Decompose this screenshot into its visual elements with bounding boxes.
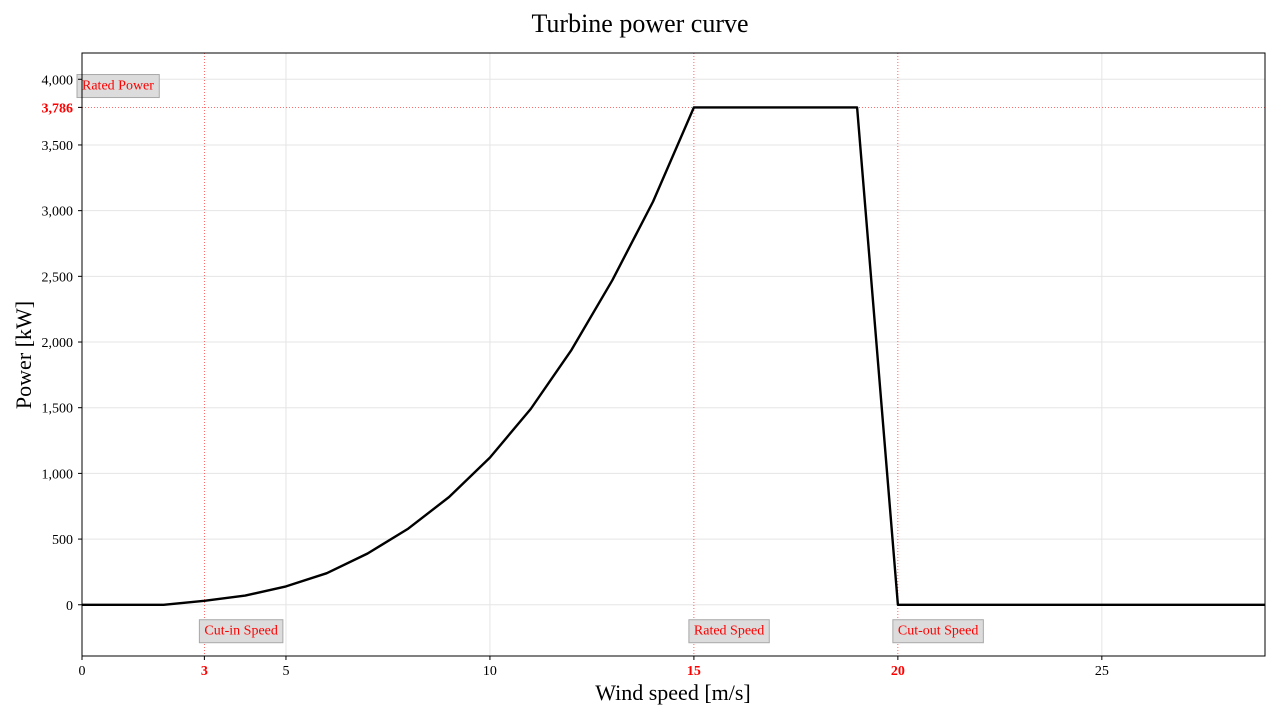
y-tick-label: 0 — [66, 599, 73, 614]
x-tick-label: 15 — [687, 664, 701, 679]
y-tick-label: 3,500 — [42, 139, 74, 154]
y-tick-label: 4,000 — [42, 73, 74, 88]
annotation-text: Rated Power — [82, 79, 154, 94]
x-tick-label: 20 — [891, 664, 905, 679]
y-tick-label: 3,786 — [42, 101, 74, 116]
annotation-box — [892, 619, 984, 644]
y-tick-label: 1,500 — [42, 402, 74, 417]
y-tick-label: 3,000 — [42, 205, 74, 220]
annotation-box — [198, 619, 284, 644]
grid-lines — [81, 53, 1265, 656]
y-axis-label: Power [kW] — [11, 301, 36, 409]
reference-lines — [82, 53, 1265, 656]
x-tick-label: 3 — [201, 664, 208, 679]
chart-title: Turbine power curve — [531, 9, 748, 38]
annotation-text: Cut-out Speed — [898, 624, 979, 639]
annotation-box — [688, 619, 770, 644]
series-layer — [82, 106, 1265, 606]
axis-ticks: 0 3 5 10 15 20 25 0 500 1,000 1,500 2,000 2,500 3,000… — [42, 73, 1109, 679]
power-curve-line — [82, 106, 1265, 606]
x-tick-label: 10 — [483, 664, 497, 679]
y-tick-label: 2,500 — [42, 270, 74, 285]
x-axis-label: Wind speed [m/s] — [595, 680, 751, 705]
x-tick-label: 25 — [1095, 664, 1109, 679]
y-tick-label: 500 — [52, 533, 73, 548]
annotation-text: Cut-in Speed — [204, 624, 278, 639]
annotation-label: Rated Power — [76, 74, 160, 99]
annotation-box — [76, 74, 160, 99]
x-tick-label: 5 — [282, 664, 289, 679]
plot-frame — [81, 52, 1266, 657]
annotation-label: Rated Speed — [688, 619, 770, 644]
annotations: Cut-in Speed Rated Speed Cut-out Speed Rate… — [76, 74, 984, 644]
annotation-label: Cut-in Speed — [198, 619, 284, 644]
y-tick-label: 1,000 — [42, 467, 74, 482]
annotation-text: Rated Speed — [694, 624, 764, 639]
annotation-label: Cut-out Speed — [892, 619, 984, 644]
y-tick-label: 2,000 — [42, 336, 74, 351]
x-tick-label: 0 — [79, 664, 86, 679]
